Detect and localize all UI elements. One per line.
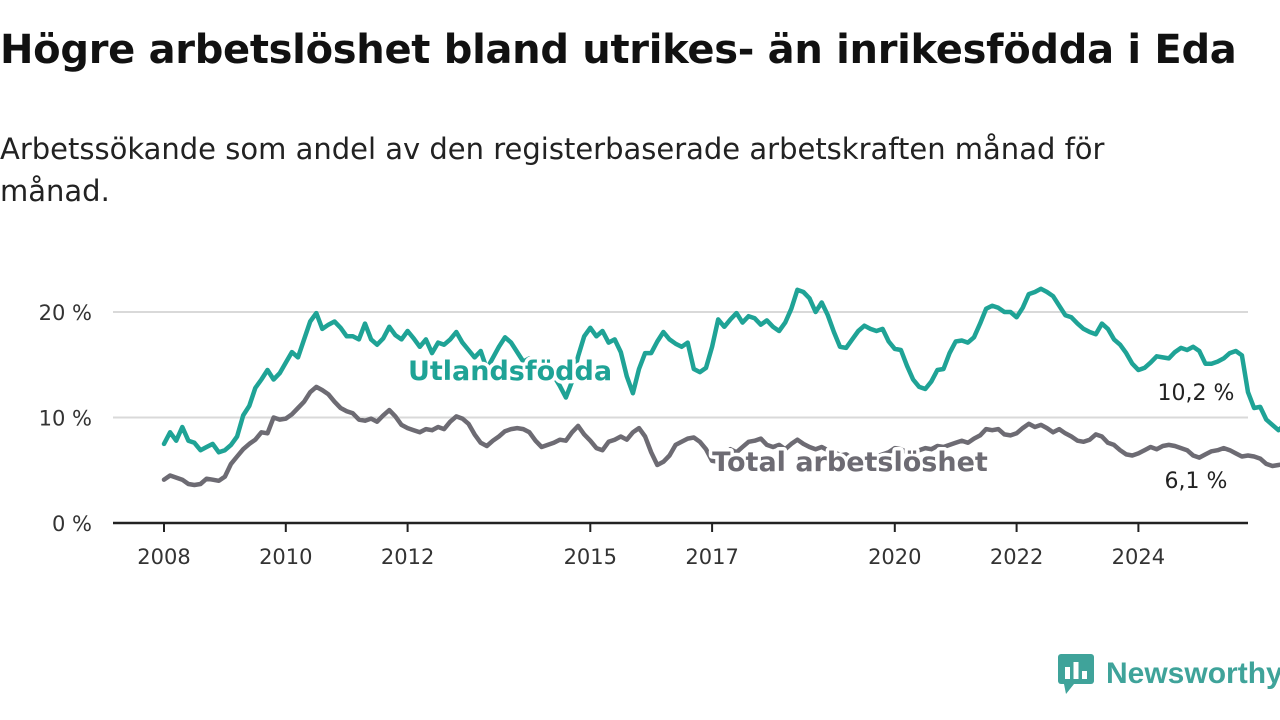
chart-subtitle: Arbetssökande som andel av den registerb… <box>0 132 1105 208</box>
series-line-utlandsfodda <box>161 286 1280 455</box>
x-tick-label: 2015 <box>564 545 617 569</box>
chart-title: Högre arbetslöshet bland utrikes- än inr… <box>0 27 1237 73</box>
series-lines <box>161 286 1280 488</box>
x-tick-label: 2024 <box>1112 545 1165 569</box>
grid-lines <box>113 311 1248 419</box>
x-tick-label: 2012 <box>381 545 434 569</box>
series-line-total <box>161 384 1280 488</box>
x-axis: 2008 2010 2012 2015 2017 2020 2022 2024 <box>113 521 1248 569</box>
newsworthy-brand: Newsworthy <box>1058 654 1280 694</box>
x-tick-label: 2017 <box>685 545 738 569</box>
x-tick-label: 2020 <box>868 545 921 569</box>
x-tick-label: 2022 <box>990 545 1043 569</box>
brand-name: Newsworthy <box>1106 657 1280 690</box>
y-tick-label: 0 % <box>52 512 92 536</box>
x-tick-label: 2010 <box>259 545 312 569</box>
series-labels: Utlandsfödda Total arbetslöshet 10,2 % 6,1 … <box>404 353 1237 498</box>
line-chart: 0 % 10 % 20 % 2008 2010 2012 2015 2017 2020 2022… <box>39 286 1280 569</box>
y-tick-label: 20 % <box>39 301 92 325</box>
x-tick-label: 2008 <box>137 545 190 569</box>
series-label-utlandsfodda: Utlandsfödda <box>408 356 612 387</box>
newsworthy-logo-icon <box>1058 654 1094 694</box>
y-axis-ticks: 0 % 10 % 20 % <box>39 301 92 536</box>
end-value-label-utlandsfodda: 10,2 % <box>1158 381 1235 406</box>
y-tick-label: 10 % <box>39 407 92 431</box>
end-value-label-total: 6,1 % <box>1165 469 1228 494</box>
series-label-total: Total arbetslöshet <box>712 447 988 478</box>
